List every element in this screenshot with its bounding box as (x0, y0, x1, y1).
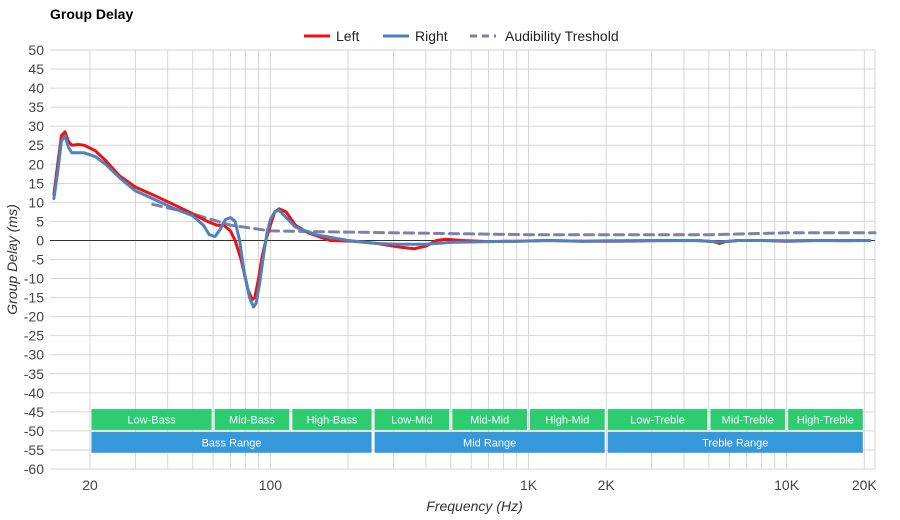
range-band (607, 409, 708, 430)
x-tick-label: 100 (259, 477, 283, 493)
range-band-label: Mid-Treble (722, 414, 774, 426)
grid (50, 49, 876, 470)
y-tick-label: 5 (36, 213, 44, 229)
y-tick-label: 45 (28, 61, 44, 77)
range-band (710, 409, 786, 430)
y-tick-label: 20 (28, 156, 44, 172)
series-lines (52, 130, 877, 309)
range-bands: Low-Bass Mid-Bass High-Bass Low-Mid Mid-Mid H… (91, 409, 863, 453)
y-tick-label: 30 (28, 118, 44, 134)
y-tick-label: -45 (24, 404, 44, 420)
chart-title: Group Delay (50, 6, 134, 22)
y-tick-label: 25 (28, 137, 44, 153)
y-tick-label: -40 (24, 385, 44, 401)
y-tick-label: 50 (28, 42, 44, 58)
y-tick-label: 0 (36, 232, 44, 248)
x-tick-label: 2K (598, 477, 616, 493)
range-band (374, 409, 450, 430)
y-axis-label: Group Delay (ms) (4, 204, 20, 314)
legend: Left Right Audibility Treshold (304, 28, 619, 44)
range-band-label: High-Treble (797, 414, 854, 426)
y-tick-label: -5 (32, 252, 45, 268)
range-band-label: Low-Mid (391, 414, 433, 426)
range-band (292, 409, 372, 430)
y-tick-label: 10 (28, 194, 44, 210)
x-tick-label: 20K (852, 477, 878, 493)
range-band-label: Low-Treble (630, 414, 685, 426)
range-band-label: High-Bass (307, 414, 358, 426)
range-band (214, 409, 290, 430)
y-tick-label: -35 (24, 366, 44, 382)
y-tick-label: -15 (24, 290, 44, 306)
legend-label: Left (336, 28, 359, 44)
range-band-label: Treble Range (702, 437, 768, 449)
y-tick-label: 15 (28, 175, 44, 191)
range-band (788, 409, 863, 430)
range-band-label: Bass Range (202, 437, 262, 449)
range-band (530, 409, 605, 430)
series-line (52, 130, 872, 301)
range-band (452, 409, 528, 430)
range-band-label: Mid Range (463, 437, 516, 449)
range-band-label: High-Mid (545, 414, 589, 426)
legend-label: Audibility Treshold (505, 28, 619, 44)
range-band (374, 431, 605, 453)
y-tick-labels: -60-55-50-45-40-35-30-25-20-15-10-505101… (24, 42, 44, 477)
series-line (151, 202, 877, 237)
x-tick-labels: 20 100 1K 2K 10K 20K (82, 477, 877, 493)
y-tick-label: -55 (24, 442, 44, 458)
y-tick-label: -25 (24, 328, 44, 344)
range-band-label: Low-Bass (127, 414, 176, 426)
y-tick-label: -60 (24, 461, 44, 477)
x-tick-label: 20 (82, 477, 98, 493)
y-tick-label: 35 (28, 99, 44, 115)
x-axis-label: Frequency (Hz) (426, 498, 522, 514)
range-band (91, 431, 372, 453)
range-band (91, 409, 212, 430)
y-tick-label: -50 (24, 423, 44, 439)
series-line (52, 134, 872, 309)
legend-label: Right (415, 28, 448, 44)
range-band-label: Mid-Bass (229, 414, 275, 426)
y-tick-label: -20 (24, 309, 44, 325)
y-tick-label: -30 (24, 347, 44, 363)
y-tick-label: 40 (28, 80, 44, 96)
range-band-label: Mid-Mid (470, 414, 509, 426)
y-tick-label: -10 (24, 271, 44, 287)
range-band (607, 431, 863, 453)
x-tick-label: 1K (520, 477, 538, 493)
x-tick-label: 10K (774, 477, 800, 493)
